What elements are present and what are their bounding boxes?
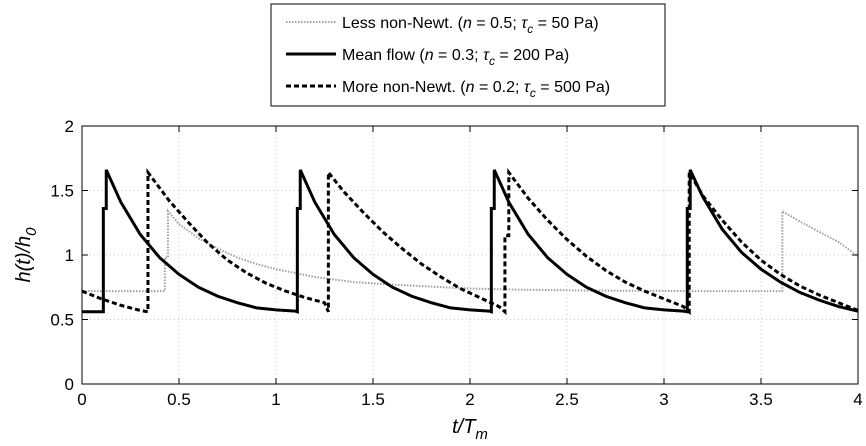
series-layer (81, 166, 859, 316)
y-tick-label: 1.5 (50, 182, 74, 201)
y-tick-label: 0 (65, 375, 74, 394)
series-line-solid (82, 169, 859, 314)
grid (82, 126, 858, 384)
x-axis-title: t/Tm (452, 416, 488, 443)
x-tick-label: 2 (465, 390, 474, 409)
x-tick-label: 3 (659, 390, 668, 409)
y-tick-label: 0.5 (50, 311, 74, 330)
y-tick-label: 1 (65, 246, 74, 265)
legend: Less non-Newt. (n = 0.5; τc = 50 Pa) Mean… (270, 3, 666, 107)
legend-box (270, 3, 666, 107)
y-tick-label: 2 (65, 117, 74, 136)
x-tick-label: 0 (77, 390, 86, 409)
legend-label: More non-Newt. (n = 0.2; τc = 500 Pa) (342, 79, 610, 100)
ticks: 0 0.5 1 1.5 2 2.5 3 3.5 4 0 0.5 1 1.5 2 (50, 117, 862, 409)
x-tick-label: 1.5 (361, 390, 385, 409)
y-axis-title: h(t)/h0 (13, 227, 40, 283)
x-tick-label: 3.5 (749, 390, 773, 409)
x-tick-label: 0.5 (167, 390, 191, 409)
x-tick-label: 4 (853, 390, 862, 409)
x-tick-label: 1 (271, 390, 280, 409)
series-line-dotted (82, 208, 859, 293)
legend-label: Mean flow (n = 0.3; τc = 200 Pa) (342, 47, 569, 68)
x-tick-label: 2.5 (555, 390, 579, 409)
legend-label: Less non-Newt. (n = 0.5; τc = 50 Pa) (342, 15, 599, 36)
